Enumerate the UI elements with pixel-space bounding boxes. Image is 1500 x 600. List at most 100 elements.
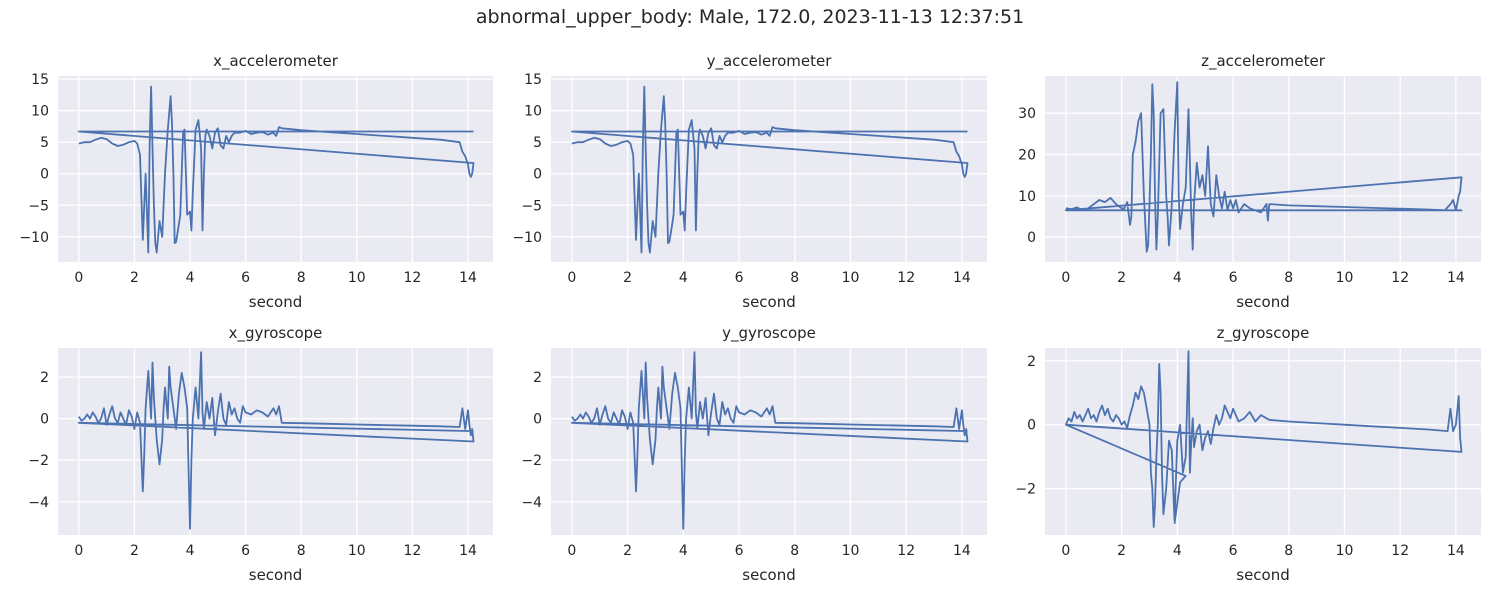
x-tick-label: 0 (74, 270, 83, 286)
x-tick-label: 6 (241, 270, 250, 286)
x-tick-label: 0 (1061, 543, 1070, 559)
subplot-title: x_gyroscope (229, 324, 323, 343)
x-tick-label: 4 (679, 543, 688, 559)
y-tick-label: 0 (533, 412, 542, 428)
x-tick-label: 2 (130, 543, 139, 559)
x-tick-label: 14 (1447, 270, 1465, 286)
x-tick-label: 4 (679, 270, 688, 286)
figure-title: abnormal_upper_body: Male, 172.0, 2023-1… (475, 6, 1025, 28)
x-tick-label: 10 (842, 270, 860, 286)
y-tick-label: −5 (28, 198, 49, 214)
series-line (1065, 81, 1463, 253)
y-tick-label: −4 (28, 495, 49, 511)
x-tick-label: 2 (130, 270, 139, 286)
x-tick-label: 6 (1229, 270, 1238, 286)
x-tick-label: 6 (735, 270, 744, 286)
y-tick-label: −5 (521, 198, 542, 214)
x-axis-label: second (249, 566, 303, 584)
y-tick-label: 20 (1018, 148, 1036, 164)
x-tick-label: 10 (348, 543, 366, 559)
x-tick-label: 6 (1229, 543, 1238, 559)
y-tick-label: 2 (1027, 354, 1036, 370)
x-tick-label: 8 (790, 543, 799, 559)
x-tick-label: 4 (186, 543, 195, 559)
x-tick-label: 12 (1391, 270, 1409, 286)
x-axis-label: second (1236, 566, 1290, 584)
x-tick-label: 12 (403, 270, 421, 286)
x-tick-label: 14 (953, 270, 971, 286)
y-tick-label: 10 (1018, 189, 1036, 205)
x-tick-label: 2 (623, 270, 632, 286)
x-tick-label: 8 (297, 543, 306, 559)
series-line (571, 351, 969, 530)
x-tick-label: 12 (897, 270, 915, 286)
y-tick-label: 15 (524, 72, 542, 88)
plot-area (1045, 348, 1481, 535)
x-tick-label: 4 (1173, 543, 1182, 559)
x-tick-label: 4 (186, 270, 195, 286)
x-tick-label: 10 (1336, 270, 1354, 286)
y-tick-label: 30 (1018, 106, 1036, 122)
series-line (571, 85, 969, 254)
subplot-y_accelerometer: 0 2 4 6 8 10 12 14 −10 −5 0 5 10 15 y_accelerometersec… (512, 52, 987, 311)
x-tick-label: 14 (1447, 543, 1465, 559)
x-tick-label: 12 (897, 543, 915, 559)
x-tick-label: 0 (1061, 270, 1070, 286)
x-tick-label: 8 (1284, 270, 1293, 286)
y-tick-label: 10 (524, 104, 542, 120)
y-tick-label: 0 (40, 167, 49, 183)
subplot-title: x_accelerometer (213, 52, 339, 71)
y-tick-label: −4 (521, 495, 542, 511)
plot-area (1045, 76, 1481, 262)
x-tick-label: 10 (1336, 543, 1354, 559)
subplot-title: z_accelerometer (1201, 52, 1326, 71)
y-tick-label: −2 (1015, 482, 1036, 498)
x-axis-label: second (1236, 293, 1290, 311)
y-tick-label: −2 (521, 453, 542, 469)
x-tick-label: 0 (567, 270, 576, 286)
y-tick-label: −10 (512, 230, 542, 246)
x-tick-label: 8 (790, 270, 799, 286)
x-tick-label: 14 (459, 543, 477, 559)
y-tick-label: 0 (533, 167, 542, 183)
plot-area (551, 76, 987, 262)
y-tick-label: −2 (28, 453, 49, 469)
plot-area (58, 348, 493, 535)
x-tick-label: 8 (1284, 543, 1293, 559)
x-tick-label: 12 (1391, 543, 1409, 559)
subplot-title: z_gyroscope (1217, 324, 1310, 343)
y-tick-label: 5 (533, 135, 542, 151)
x-tick-label: 6 (735, 543, 744, 559)
x-tick-label: 10 (842, 543, 860, 559)
x-tick-label: 14 (953, 543, 971, 559)
x-axis-label: second (742, 293, 796, 311)
plot-area (551, 348, 987, 535)
subplot-title: y_accelerometer (707, 52, 833, 71)
y-tick-label: 0 (40, 412, 49, 428)
y-tick-label: 2 (40, 370, 49, 386)
x-tick-label: 2 (1117, 543, 1126, 559)
y-tick-label: 0 (1027, 230, 1036, 246)
x-tick-label: 6 (241, 543, 250, 559)
subplot-x_accelerometer: 0 2 4 6 8 10 12 14 −10 −5 0 5 10 15 x_accelerometersec… (19, 52, 493, 311)
x-axis-label: second (742, 566, 796, 584)
x-tick-label: 4 (1173, 270, 1182, 286)
subplot-title: y_gyroscope (722, 324, 816, 343)
x-tick-label: 2 (1117, 270, 1126, 286)
x-tick-label: 0 (567, 543, 576, 559)
y-tick-label: −10 (19, 230, 49, 246)
x-axis-label: second (249, 293, 303, 311)
x-tick-label: 0 (74, 543, 83, 559)
y-tick-label: 2 (533, 370, 542, 386)
y-tick-label: 15 (31, 72, 49, 88)
x-tick-label: 2 (623, 543, 632, 559)
series-line (1065, 350, 1463, 528)
x-tick-label: 14 (459, 270, 477, 286)
plot-area (58, 76, 493, 262)
y-tick-label: 5 (40, 135, 49, 151)
